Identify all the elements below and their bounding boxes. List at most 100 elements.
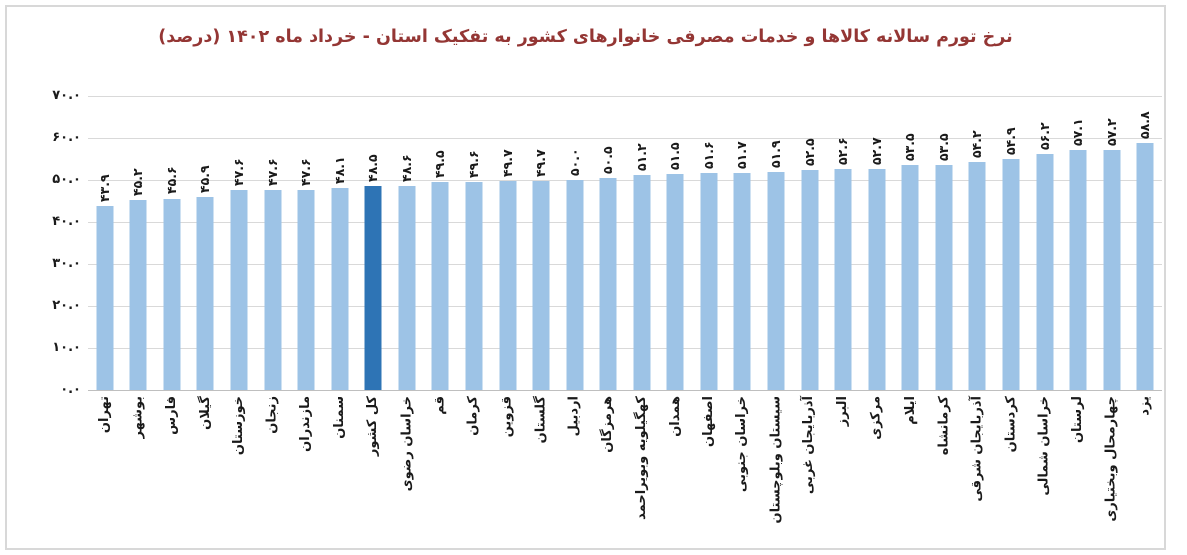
x-axis-label: چهارمحال وبختیاری — [1103, 396, 1119, 522]
bars-row: ۴۳.۹ ۴۵.۲ ۴۵.۶ ۴۵.۹ ۴۷.۶ ۴۷.۶ ۴۷.۶ ۴۸.۱ ۴۸.۵ ۴۸.۶… — [88, 96, 1162, 390]
x-label-column: آذربایجان غربی — [793, 396, 827, 546]
x-label-column: گیلان — [189, 396, 223, 546]
bar-value-label: ۴۹.۶ — [465, 150, 481, 178]
x-label-column: همدان — [659, 396, 693, 546]
bar-value-label: ۵۳.۵ — [902, 133, 918, 162]
gridline — [88, 96, 1162, 97]
bar-value-label: ۵۱.۷ — [734, 141, 750, 169]
bar — [230, 190, 248, 390]
bar — [633, 175, 651, 390]
x-axis-label: یزد — [1137, 396, 1153, 416]
gridline — [88, 180, 1162, 181]
gridline — [88, 138, 1162, 139]
bar-column: ۵۳.۵ — [927, 96, 961, 390]
y-axis-tick-label: ۵۰.۰ — [52, 172, 81, 187]
x-label-column: خراسان رضوی — [390, 396, 424, 546]
bar-value-label: ۴۵.۶ — [163, 166, 179, 195]
x-axis-label: اصفهان — [700, 396, 716, 447]
bar-column: ۵۴.۹ — [994, 96, 1028, 390]
bar — [297, 190, 315, 390]
bar — [1103, 149, 1121, 390]
bar-value-label: ۴۹.۵ — [432, 150, 448, 179]
bar — [1136, 143, 1154, 390]
x-label-column: آذربایجان شرقی — [961, 396, 995, 546]
x-axis-label: سیستان وبلوچستان — [768, 396, 784, 524]
x-axis-label: خراسان شمالی — [1036, 396, 1052, 496]
gridline — [88, 306, 1162, 307]
bar-value-label: ۴۸.۱ — [331, 156, 347, 184]
x-axis-label: خراسان جنوبی — [734, 396, 750, 493]
y-axis-tick-label: ۶۰.۰ — [52, 130, 81, 145]
x-label-column: کرمانشاه — [927, 396, 961, 546]
x-label-column: چهارمحال وبختیاری — [1095, 396, 1129, 546]
bar-column: ۵۴.۲ — [961, 96, 995, 390]
bar-value-label: ۴۷.۶ — [264, 158, 280, 187]
x-label-column: خوزستان — [222, 396, 256, 546]
bar — [566, 180, 584, 390]
bar — [398, 185, 416, 390]
bar — [700, 173, 718, 390]
x-label-column: بوشهر — [122, 396, 156, 546]
bar-value-label: ۵۲.۷ — [868, 137, 884, 165]
bar-column: ۴۹.۷ — [524, 96, 558, 390]
bar — [1069, 150, 1087, 390]
x-label-column: یزد — [1128, 396, 1162, 546]
x-axis-label: کرمانشاه — [935, 396, 951, 456]
bar-column: ۵۱.۲ — [625, 96, 659, 390]
bar-value-label: ۵۷.۱ — [1070, 118, 1086, 147]
x-label-column: خراسان شمالی — [1028, 396, 1062, 546]
x-axis-label: کرمان — [465, 396, 481, 436]
bar-value-label: ۵۰.۰ — [566, 148, 582, 176]
bar-column: ۴۳.۹ — [88, 96, 122, 390]
bar-column: ۵۱.۵ — [659, 96, 693, 390]
x-label-column: گلستان — [524, 396, 558, 546]
bar — [801, 169, 819, 390]
bar-value-label: ۴۷.۶ — [298, 158, 314, 187]
x-label-column: هرمزگان — [591, 396, 625, 546]
x-label-column: فارس — [155, 396, 189, 546]
x-axis-label: خراسان رضوی — [398, 396, 414, 492]
x-axis-label: هرمزگان — [600, 396, 616, 453]
x-axis-label: کهگیلویه وبویراحمد — [633, 396, 649, 520]
x-label-column: مرکزی — [860, 396, 894, 546]
bar-value-label: ۴۸.۵ — [365, 154, 381, 183]
x-axis-label: قزوین — [499, 396, 515, 438]
x-label-column: کل کشور — [357, 396, 391, 546]
chart-frame: نرخ تورم سالانه کالاها و خدمات مصرفی خان… — [5, 5, 1166, 550]
bar-column: ۵۷.۲ — [1095, 96, 1129, 390]
x-label-column: خراسان جنوبی — [726, 396, 760, 546]
bar-column: ۵۰.۰ — [558, 96, 592, 390]
bar-column: ۴۵.۹ — [189, 96, 223, 390]
x-axis-label: ایلام — [902, 396, 918, 425]
bar-highlight — [364, 186, 382, 390]
bar — [96, 205, 114, 390]
bar-value-label: ۵۲.۶ — [835, 137, 851, 166]
x-axis-label: بوشهر — [130, 396, 146, 439]
x-label-column: زنجان — [256, 396, 290, 546]
x-axis-label: خوزستان — [231, 396, 247, 456]
bar — [264, 190, 282, 390]
bar — [935, 165, 953, 390]
bar-value-label: ۵۳.۵ — [935, 133, 951, 162]
x-label-column: کرمان — [457, 396, 491, 546]
x-axis-label: لرستان — [1070, 396, 1086, 444]
bar-value-label: ۵۱.۵ — [667, 142, 683, 170]
y-axis-tick-label: ۷۰.۰ — [52, 88, 81, 103]
x-axis-label: مرکزی — [868, 396, 884, 440]
y-axis-tick-label: ۱۰.۰ — [52, 340, 81, 355]
x-axis-label: فارس — [163, 396, 179, 435]
x-axis-line — [88, 390, 1162, 391]
x-label-column: کردستان — [994, 396, 1028, 546]
x-axis-label: آذربایجان شرقی — [969, 396, 985, 502]
x-axis-label: تهران — [96, 396, 112, 434]
bar-value-label: ۵۷.۲ — [1103, 118, 1119, 146]
x-label-column: تهران — [88, 396, 122, 546]
bar-column: ۴۸.۱ — [323, 96, 357, 390]
bar — [1036, 154, 1054, 390]
bar-value-label: ۴۷.۶ — [231, 158, 247, 187]
bar-value-label: ۴۵.۲ — [130, 168, 146, 197]
bar-value-label: ۵۲.۵ — [801, 137, 817, 166]
x-label-column: اردبیل — [558, 396, 592, 546]
bar — [868, 168, 886, 390]
gridline — [88, 264, 1162, 265]
